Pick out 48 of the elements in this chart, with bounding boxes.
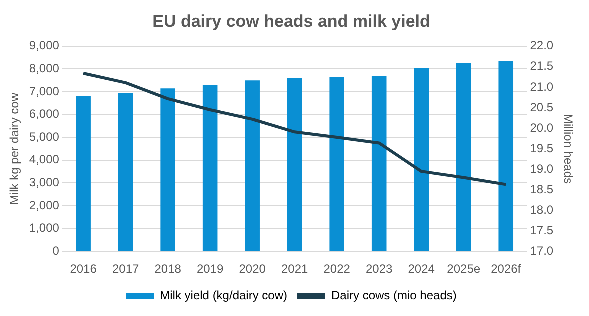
- bar: [498, 61, 514, 252]
- y-tick-label: 3,000: [29, 176, 60, 190]
- y2-tick-label: 18.0: [530, 202, 554, 217]
- x-tick-label: 2016: [70, 262, 98, 276]
- x-tick-label: 2024: [408, 262, 436, 276]
- y-tick-label: 6,000: [29, 107, 60, 122]
- y2-axis-title: Million heads: [561, 114, 576, 184]
- y-tick-label: 2,000: [29, 198, 60, 212]
- x-tick-label: 2018: [154, 262, 182, 276]
- y2-tick-label: 21.5: [530, 59, 554, 74]
- y2-tick-label: 18.5: [530, 182, 554, 196]
- y2-tick-label: 17.0: [530, 244, 554, 258]
- bar: [118, 93, 134, 252]
- x-tick-label: 2023: [366, 262, 394, 276]
- chart-title: EU dairy cow heads and milk yield: [152, 12, 430, 31]
- bar: [456, 64, 472, 252]
- y2-tick-label: 19.5: [530, 141, 554, 156]
- bar: [202, 85, 218, 252]
- legend-label: Dairy cows (mio heads): [331, 288, 457, 302]
- y2-tick-label: 22.0: [530, 38, 554, 53]
- x-tick-label: 2021: [281, 262, 309, 276]
- y-tick-label: 8,000: [29, 62, 60, 76]
- y-tick-label: 7,000: [29, 84, 60, 98]
- y2-tick-label: 17.5: [530, 223, 554, 238]
- y-tick-label: 9,000: [29, 38, 60, 53]
- legend-label: Milk yield (kg/dairy cow): [160, 288, 288, 302]
- y2-tick-label: 20.0: [530, 120, 554, 135]
- bar: [160, 88, 176, 252]
- bar: [414, 68, 429, 252]
- x-tick-label: 2025e: [447, 262, 481, 276]
- x-tick-label: 2017: [112, 262, 140, 276]
- y-axis-title: Milk kg per dairy cow: [8, 92, 22, 206]
- x-tick-label: 2019: [196, 262, 224, 276]
- y2-tick-label: 19.0: [530, 162, 554, 176]
- y-tick-label: 0: [52, 244, 60, 258]
- bar: [76, 96, 91, 252]
- y-tick-label: 1,000: [29, 221, 60, 236]
- bar: [372, 76, 387, 252]
- bar: [330, 77, 344, 252]
- bar: [245, 80, 260, 252]
- y-tick-label: 4,000: [29, 152, 60, 167]
- x-tick-label: 2026f: [491, 262, 522, 276]
- y2-tick-label: 20.5: [530, 100, 554, 114]
- x-tick-label: 2020: [239, 262, 266, 276]
- bar: [287, 78, 302, 252]
- x-tick-label: 2022: [324, 262, 351, 276]
- y-tick-label: 5,000: [29, 130, 60, 144]
- y2-tick-label: 21.0: [530, 80, 554, 94]
